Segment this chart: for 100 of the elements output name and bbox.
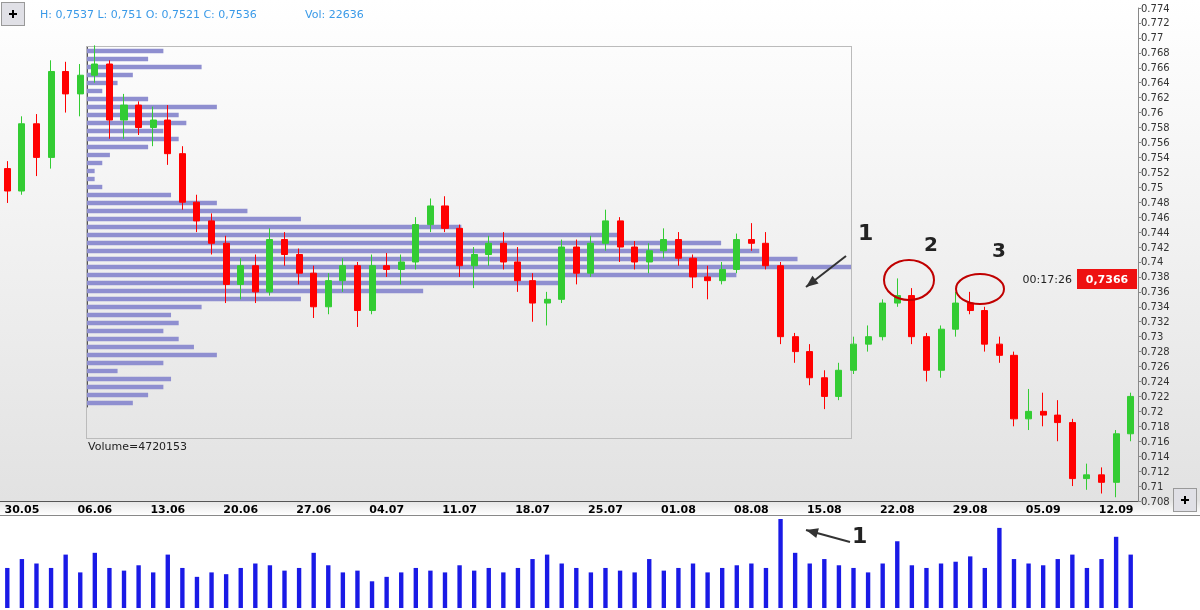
bar [617, 570, 623, 608]
y-tick-label: 0.742 [1141, 241, 1170, 253]
bar [734, 565, 739, 608]
candlestick [1025, 388, 1032, 431]
bar [1113, 536, 1119, 608]
candlestick [1098, 466, 1105, 495]
candlestick [48, 59, 55, 170]
bar [792, 552, 798, 608]
y-tick-label: 0.758 [1141, 122, 1170, 134]
x-tick-label: 13.06 [150, 503, 186, 516]
y-tick-label: 0.762 [1141, 92, 1170, 104]
bar [87, 320, 179, 326]
y-tick-label: 0.718 [1141, 420, 1170, 432]
bar [588, 572, 594, 608]
candlestick [850, 336, 857, 375]
bar [778, 519, 783, 608]
bar [87, 392, 149, 398]
bar [413, 567, 418, 608]
bar [1011, 559, 1017, 608]
bar [968, 556, 973, 608]
bar [87, 384, 164, 390]
bar [603, 567, 608, 608]
bar [428, 570, 433, 608]
candlestick [865, 324, 872, 353]
y-tick-label: 0.716 [1141, 435, 1170, 447]
candlestick [952, 291, 959, 338]
x-tick-label: 04.07 [369, 503, 405, 516]
bar [924, 567, 929, 608]
x-tick-label: 20.06 [223, 503, 259, 516]
candlestick [1010, 351, 1018, 427]
y-tick-label: 0.724 [1141, 375, 1170, 387]
bar [107, 567, 112, 608]
bar [1070, 554, 1075, 608]
y-tick-label: 0.732 [1141, 316, 1170, 328]
bar [471, 570, 477, 608]
bar [87, 400, 133, 406]
candlestick [179, 145, 186, 211]
candlestick [369, 254, 376, 315]
bar [355, 570, 360, 608]
bar [78, 572, 83, 608]
bar [515, 567, 521, 608]
bar [661, 570, 667, 608]
y-tick-label: 0.74 [1141, 256, 1164, 268]
bar [238, 567, 243, 608]
bar [909, 565, 915, 608]
x-tick-label: 22.08 [879, 503, 915, 516]
bar [19, 559, 25, 608]
candlestick [77, 63, 84, 117]
candlestick [908, 287, 915, 345]
bar [1128, 554, 1133, 608]
x-tick-label: 15.08 [806, 503, 842, 516]
bar [530, 559, 535, 608]
candlestick [996, 336, 1003, 364]
y-tick-label: 0.754 [1141, 151, 1170, 163]
bar [63, 554, 68, 608]
bar [1055, 559, 1060, 608]
candlestick [1069, 418, 1076, 487]
bar [559, 563, 564, 608]
bar [34, 563, 39, 608]
candlestick [1040, 392, 1047, 427]
annotation: 00:17:26 [1022, 272, 1072, 286]
candlestick [806, 343, 813, 386]
x-tick-label: 06.06 [77, 503, 113, 516]
bar [384, 576, 389, 608]
bar [92, 552, 98, 608]
bar [223, 574, 229, 608]
candlestick [923, 332, 930, 382]
bar [48, 567, 54, 608]
bar [705, 572, 710, 608]
y-tick-label: 0.764 [1141, 77, 1170, 89]
bar [87, 168, 95, 174]
bar [87, 336, 179, 342]
bar [87, 352, 217, 358]
bar [822, 559, 827, 608]
bar [209, 572, 214, 608]
bar [1040, 565, 1046, 608]
bar [763, 567, 769, 608]
bar [807, 563, 812, 608]
bar [574, 567, 579, 608]
candlestick [223, 235, 230, 304]
candlestick [1113, 429, 1120, 498]
y-tick-label: 0.73 [1141, 331, 1164, 343]
candlestick [777, 261, 784, 345]
bar [836, 565, 842, 608]
candlestick [748, 222, 755, 252]
bar [87, 368, 118, 374]
bar [938, 563, 944, 608]
bar [442, 572, 448, 608]
bar [151, 572, 156, 608]
bar [87, 296, 301, 302]
bar [87, 160, 103, 166]
bar [676, 567, 681, 608]
bar [953, 561, 958, 608]
y-tick-label: 0.756 [1141, 136, 1170, 148]
y-tick-label: 0.76 [1141, 107, 1164, 119]
annotation: 3 [992, 238, 1006, 262]
x-tick-label: 05.09 [1025, 503, 1061, 516]
y-tick-label: 0.774 [1141, 2, 1170, 14]
bar [399, 572, 404, 608]
bar [136, 565, 141, 608]
